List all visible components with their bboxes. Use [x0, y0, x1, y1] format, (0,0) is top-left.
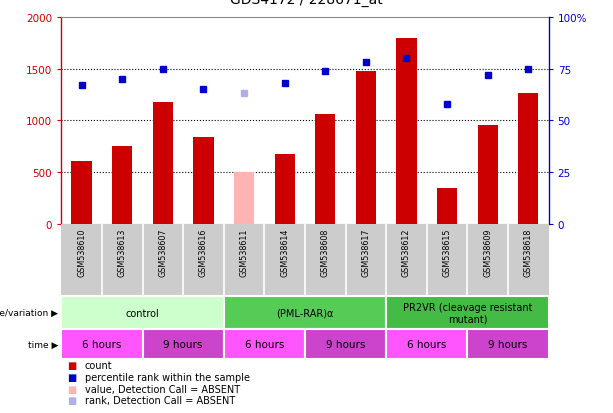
Bar [275, 155, 295, 224]
Text: GSM538618: GSM538618 [524, 228, 533, 276]
Text: 9 hours: 9 hours [164, 339, 203, 349]
Bar [61, 297, 224, 330]
Text: 6 hours: 6 hours [82, 339, 121, 349]
Text: GSM538616: GSM538616 [199, 228, 208, 276]
Bar [193, 138, 213, 224]
Text: 9 hours: 9 hours [326, 339, 365, 349]
Text: GSM538613: GSM538613 [118, 228, 127, 276]
Bar [518, 94, 538, 224]
Text: 6 hours: 6 hours [245, 339, 284, 349]
Text: GSM538611: GSM538611 [240, 228, 248, 276]
Text: value, Detection Call = ABSENT: value, Detection Call = ABSENT [85, 384, 240, 394]
Bar [386, 297, 549, 330]
Bar [467, 330, 549, 359]
Text: control: control [126, 308, 159, 318]
Text: GSM538607: GSM538607 [158, 228, 167, 276]
Text: GSM538614: GSM538614 [280, 228, 289, 276]
Text: GSM538612: GSM538612 [402, 228, 411, 276]
Bar [224, 330, 305, 359]
Bar [305, 330, 386, 359]
Text: time ▶: time ▶ [28, 340, 58, 349]
Bar [112, 147, 132, 224]
Bar [61, 330, 142, 359]
Text: GSM538610: GSM538610 [77, 228, 86, 276]
Bar [437, 188, 457, 224]
Text: GDS4172 / 228671_at: GDS4172 / 228671_at [230, 0, 383, 7]
Bar [478, 126, 498, 224]
Text: GSM538609: GSM538609 [483, 228, 492, 276]
Text: percentile rank within the sample: percentile rank within the sample [85, 372, 249, 382]
Bar [224, 297, 386, 330]
Bar [397, 38, 417, 224]
Text: GSM538617: GSM538617 [362, 228, 370, 276]
Text: ■: ■ [67, 384, 77, 394]
Bar [72, 161, 92, 224]
Bar [386, 330, 468, 359]
Text: genotype/variation ▶: genotype/variation ▶ [0, 309, 58, 318]
Bar [234, 173, 254, 224]
Bar [315, 115, 335, 224]
Text: GSM538615: GSM538615 [443, 228, 452, 276]
Text: 6 hours: 6 hours [407, 339, 446, 349]
Text: 9 hours: 9 hours [489, 339, 528, 349]
Text: count: count [85, 361, 112, 370]
Text: ■: ■ [67, 361, 77, 370]
Text: ■: ■ [67, 372, 77, 382]
Text: ■: ■ [67, 395, 77, 405]
Text: PR2VR (cleavage resistant
mutant): PR2VR (cleavage resistant mutant) [403, 302, 532, 324]
Bar [153, 102, 173, 224]
Bar [142, 330, 224, 359]
Text: rank, Detection Call = ABSENT: rank, Detection Call = ABSENT [85, 395, 235, 405]
Bar [356, 71, 376, 224]
Text: GSM538608: GSM538608 [321, 228, 330, 276]
Text: (PML-RAR)α: (PML-RAR)α [276, 308, 333, 318]
